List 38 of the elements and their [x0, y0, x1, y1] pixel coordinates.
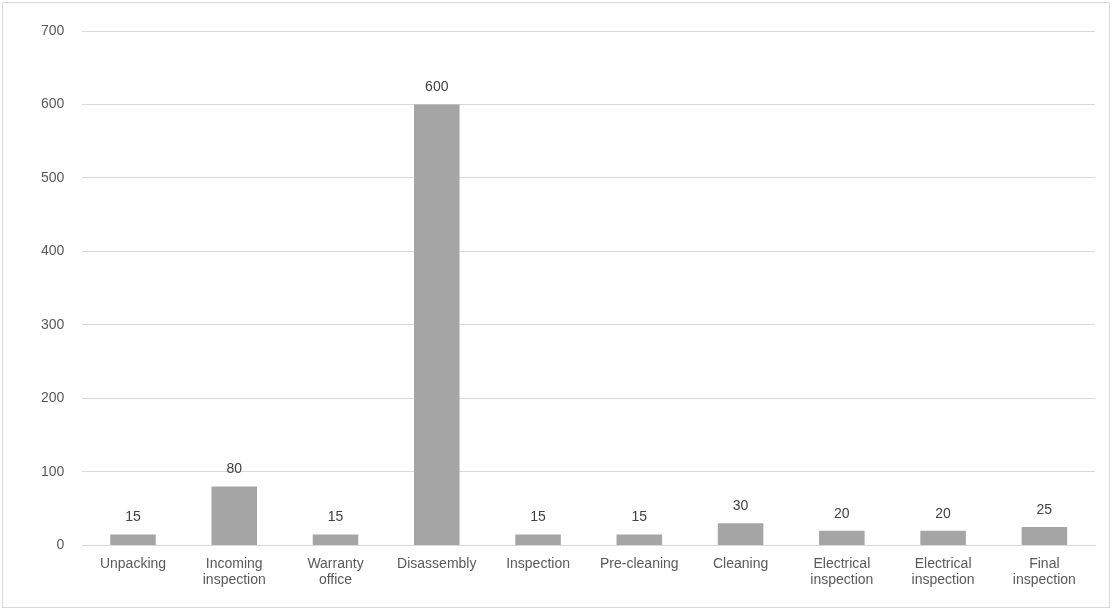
data-label: 25	[1036, 500, 1053, 517]
bar	[717, 523, 764, 545]
y-tick-label: 300	[41, 315, 65, 332]
bar	[312, 534, 359, 545]
y-tick-label: 400	[41, 242, 65, 259]
x-tick-label: Final inspection	[1012, 554, 1076, 588]
bar	[819, 530, 865, 545]
x-tick-label: Inspection	[506, 554, 570, 571]
data-label: 80	[226, 460, 243, 477]
x-tick-label: Electrical inspection	[810, 554, 874, 588]
x-tick-label: Warranty office	[307, 554, 364, 588]
y-tick-label: 700	[41, 21, 65, 38]
y-tick-label: 600	[41, 95, 65, 112]
x-tick-label: Electrical inspection	[911, 554, 975, 588]
bar	[920, 530, 966, 545]
x-tick-label: Incoming inspection	[202, 554, 266, 588]
data-label: 15	[327, 508, 344, 525]
y-tick-label: 500	[41, 168, 65, 185]
y-tick-label: 0	[56, 536, 65, 553]
x-tick-label: Disassembly	[397, 554, 477, 571]
y-tick-label: 100	[41, 462, 65, 479]
data-label: 30	[732, 497, 749, 514]
data-label: 600	[425, 78, 449, 95]
bar	[515, 534, 561, 545]
data-label: 20	[834, 504, 850, 521]
data-label: 15	[631, 508, 648, 525]
x-tick-label: Pre-cleaning	[600, 554, 679, 571]
data-label: 20	[935, 504, 952, 521]
data-label: 15	[530, 508, 547, 525]
bar	[211, 486, 258, 545]
y-tick-label: 200	[41, 389, 65, 406]
x-tick-label: Cleaning	[712, 554, 769, 571]
bar	[414, 104, 460, 545]
data-label: 15	[125, 508, 141, 525]
x-tick-label: Unpacking	[99, 554, 167, 571]
bar	[1021, 527, 1068, 545]
bar	[616, 534, 663, 545]
bar	[110, 534, 156, 545]
